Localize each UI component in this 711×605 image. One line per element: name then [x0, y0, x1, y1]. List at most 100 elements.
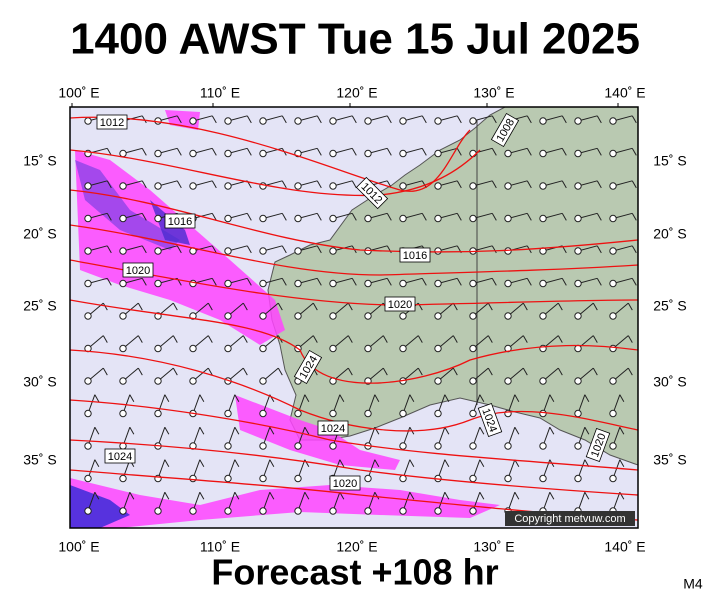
isobar-label-box — [477, 402, 503, 438]
station — [574, 377, 582, 385]
wind-barb-feather — [491, 115, 497, 124]
station — [294, 182, 302, 190]
station — [119, 409, 127, 418]
wind-barb-feather — [491, 245, 497, 254]
wind-barb-feather — [526, 213, 532, 221]
wind-barb-feather — [94, 459, 100, 467]
lat-label: 30˚ S — [653, 374, 686, 390]
station — [119, 214, 127, 223]
wind-barb-feather — [347, 302, 353, 311]
wind-barb-feather — [631, 148, 637, 156]
station — [504, 474, 512, 483]
station — [189, 182, 197, 190]
wind-barb-feather — [584, 491, 590, 500]
station — [504, 377, 512, 385]
wind-barb-feather — [211, 278, 217, 286]
station — [574, 117, 582, 125]
wind-barb-feather — [491, 180, 497, 189]
isobar-label-box — [104, 448, 136, 464]
isobar-label-box — [384, 296, 416, 312]
station — [294, 442, 302, 450]
station — [609, 149, 617, 158]
wind-barb-feather — [281, 115, 287, 124]
wind-barb-feather — [199, 459, 205, 467]
wind-barb-feather — [444, 491, 450, 500]
station — [154, 214, 162, 223]
wind-barb-feather — [561, 148, 567, 156]
station — [224, 507, 232, 515]
station — [294, 409, 302, 418]
station — [504, 182, 512, 190]
station — [329, 312, 337, 320]
station — [574, 409, 582, 418]
wind-barb-feather — [242, 302, 248, 311]
station — [189, 474, 197, 483]
wind-barb-feather — [479, 394, 485, 402]
wind-barb-feather — [141, 278, 147, 286]
wind-barb-feather — [456, 213, 462, 221]
wind-barb-feather — [94, 426, 100, 435]
station — [504, 312, 512, 320]
isobar-label: 1020 — [333, 478, 357, 490]
station — [84, 474, 92, 483]
station — [224, 214, 232, 223]
station — [469, 474, 477, 483]
wind-barb-feather — [421, 148, 427, 156]
wind-barb-feather — [106, 278, 112, 286]
station — [364, 117, 372, 125]
lon-label: 100˚ E — [58, 85, 99, 101]
wind-barb-feather — [386, 148, 392, 156]
wind-barb-feather — [561, 115, 567, 124]
station — [329, 149, 337, 158]
wind-barb-feather — [304, 426, 310, 435]
wind-barb-feather — [452, 335, 458, 343]
station — [84, 247, 92, 255]
lat-label: 35˚ S — [653, 452, 686, 468]
wind-barb-feather — [141, 148, 147, 156]
wind-barb-feather — [211, 213, 217, 221]
wind-barb-feather — [347, 367, 353, 376]
station — [434, 312, 442, 320]
wind-barb-feather — [347, 335, 353, 343]
wind-barb-feather — [94, 394, 100, 402]
wind-barb-feather — [561, 180, 567, 189]
wind-barb-feather — [242, 335, 248, 343]
isobar — [70, 299, 638, 384]
station — [469, 182, 477, 190]
station — [329, 247, 337, 255]
wind-barb-feather — [456, 180, 462, 189]
wind-barb-feather — [584, 394, 590, 402]
wind-barb-feather — [246, 115, 252, 124]
station — [189, 117, 197, 125]
wind-barb-feather — [631, 115, 637, 124]
station — [434, 409, 442, 418]
station — [154, 182, 162, 190]
station — [329, 279, 337, 288]
wind-barb-feather — [176, 115, 182, 124]
wind-barb-feather — [269, 491, 275, 500]
wind-barb-feather — [557, 367, 563, 376]
isobar-label-box — [164, 213, 196, 229]
station — [154, 247, 162, 255]
lat-label: 20˚ S — [653, 226, 686, 242]
wind-barb-feather — [164, 491, 170, 500]
wind-barb-feather — [316, 148, 322, 156]
station — [189, 507, 197, 515]
isobar-label-box — [355, 176, 389, 210]
lat-label: 25˚ S — [653, 298, 686, 314]
isobar-label: 1016 — [168, 216, 192, 228]
isobar-label-box — [490, 112, 520, 148]
wind-barb-feather — [172, 367, 178, 376]
wind-barb-feather — [207, 335, 213, 343]
wind-barb-feather — [479, 459, 485, 467]
wind-barb-feather — [522, 335, 528, 343]
lon-label: 130˚ E — [473, 85, 514, 101]
station — [469, 442, 477, 450]
station — [469, 117, 477, 125]
wind-barb-feather — [374, 426, 380, 435]
station — [119, 182, 127, 190]
wind-barb-feather — [339, 394, 345, 402]
station — [154, 507, 162, 515]
wind-barb-feather — [316, 115, 322, 124]
